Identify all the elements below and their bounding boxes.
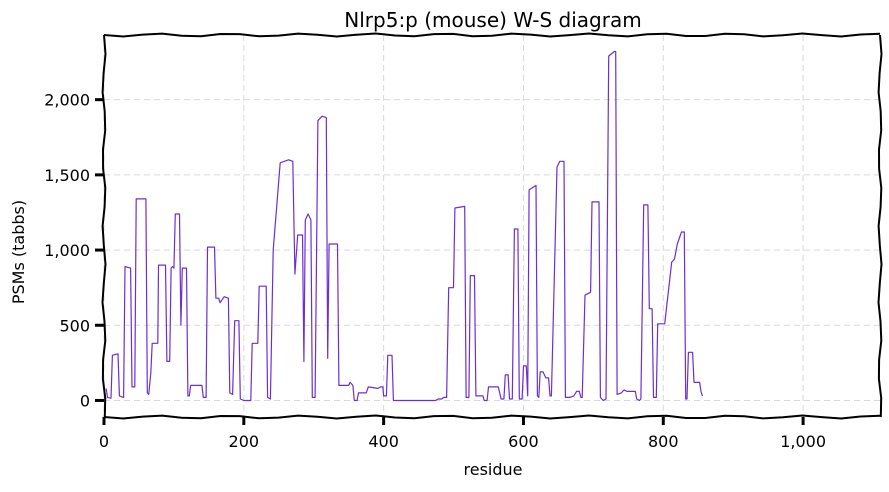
y-tick-label-4: 2,000	[44, 91, 90, 110]
y-tick-label-0: 0	[80, 391, 90, 410]
x-axis-label: residue	[464, 460, 523, 479]
y-axis-label: PSMs (tabbs)	[9, 200, 28, 304]
chart-title: Nlrp5:p (mouse) W-S diagram	[344, 8, 641, 32]
frame-right	[877, 34, 883, 418]
tick-layer: 0 200 400 600 800 1,000 0 500 1,000 1,500 2,000	[44, 91, 826, 451]
x-tick-label-3: 600	[508, 432, 539, 451]
y-tick-label-3: 1,500	[44, 166, 90, 185]
frame-layer	[101, 32, 883, 420]
x-tick-label-0: 0	[99, 432, 109, 451]
frame-bottom	[103, 414, 881, 420]
frame-top	[103, 32, 881, 38]
grid-layer	[103, 35, 880, 417]
x-tick-label-5: 1,000	[780, 432, 826, 451]
y-tick-label-1: 500	[59, 316, 90, 335]
series-line-0	[105, 50, 703, 402]
x-tick-label-4: 800	[648, 432, 679, 451]
x-tick-label-1: 200	[229, 432, 260, 451]
x-tick-label-2: 400	[368, 432, 399, 451]
y-tick-label-2: 1,000	[44, 241, 90, 260]
series-layer	[105, 50, 703, 402]
